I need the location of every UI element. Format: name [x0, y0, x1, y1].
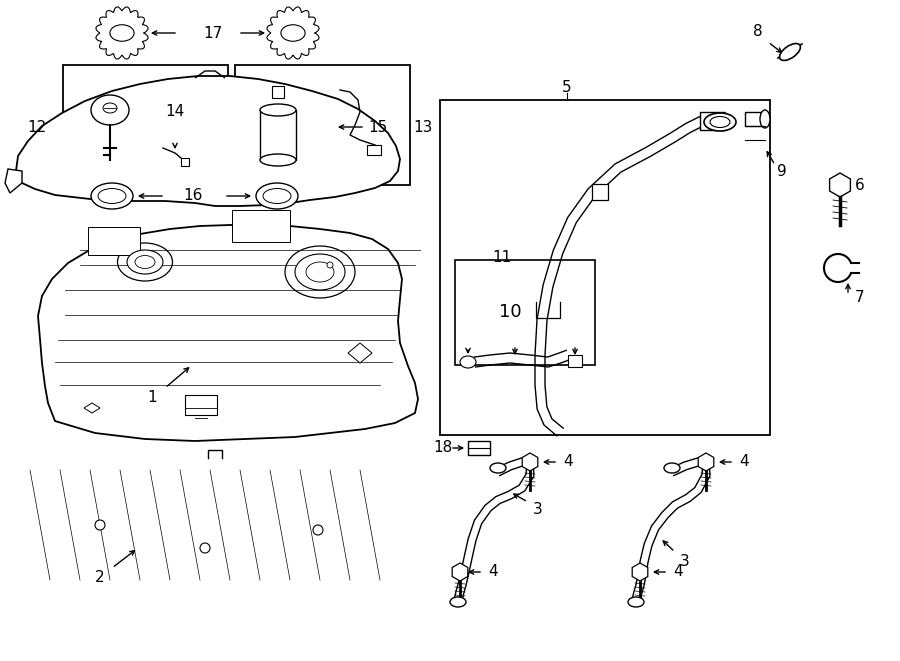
Ellipse shape [628, 597, 644, 607]
Ellipse shape [704, 113, 736, 131]
Bar [260, 110, 296, 160]
Bar [568, 355, 582, 367]
Text: 3: 3 [533, 502, 543, 518]
Bar [367, 145, 381, 155]
Text: 4: 4 [488, 564, 498, 580]
Ellipse shape [450, 597, 466, 607]
Circle shape [313, 525, 323, 535]
Ellipse shape [460, 356, 476, 368]
Ellipse shape [103, 103, 117, 113]
Polygon shape [16, 76, 400, 206]
Bar [440, 100, 770, 435]
Ellipse shape [135, 256, 155, 268]
Text: 10: 10 [499, 303, 521, 321]
Text: 13: 13 [413, 120, 433, 134]
Ellipse shape [127, 250, 163, 274]
Text: 16: 16 [184, 188, 202, 204]
Ellipse shape [260, 154, 296, 166]
Ellipse shape [295, 254, 345, 290]
Bar [232, 210, 290, 242]
Ellipse shape [490, 463, 506, 473]
Text: 8: 8 [753, 24, 763, 40]
Polygon shape [38, 225, 418, 441]
Bar [700, 112, 725, 130]
Bar [63, 65, 228, 185]
Circle shape [95, 520, 105, 530]
Ellipse shape [110, 24, 134, 41]
Bar [272, 86, 284, 98]
Ellipse shape [281, 24, 305, 41]
Ellipse shape [285, 246, 355, 298]
Bar [181, 158, 189, 166]
Polygon shape [96, 7, 148, 59]
Bar [88, 227, 140, 255]
Text: 9: 9 [777, 165, 787, 180]
Text: 17: 17 [203, 26, 222, 40]
Circle shape [327, 262, 333, 268]
Polygon shape [84, 403, 100, 413]
Bar [745, 112, 765, 126]
Text: 14: 14 [166, 104, 184, 120]
Text: 4: 4 [673, 564, 683, 580]
Bar [592, 184, 608, 200]
Text: 4: 4 [563, 455, 572, 469]
Ellipse shape [664, 463, 680, 473]
Ellipse shape [710, 116, 730, 128]
Ellipse shape [260, 104, 296, 116]
Ellipse shape [91, 183, 133, 209]
Polygon shape [348, 343, 372, 363]
Ellipse shape [98, 188, 126, 204]
Text: 15: 15 [368, 120, 388, 134]
Text: 6: 6 [855, 178, 865, 192]
Text: 1: 1 [148, 391, 157, 405]
Ellipse shape [779, 44, 800, 60]
Text: 2: 2 [95, 570, 104, 586]
Circle shape [200, 543, 210, 553]
Text: 12: 12 [27, 120, 47, 134]
Ellipse shape [91, 95, 129, 125]
Polygon shape [5, 169, 22, 193]
Text: 5: 5 [562, 81, 572, 95]
Ellipse shape [263, 188, 291, 204]
Text: 18: 18 [434, 440, 453, 455]
Bar [455, 260, 595, 365]
Text: 3: 3 [680, 555, 690, 570]
Ellipse shape [306, 262, 334, 282]
Text: 7: 7 [855, 290, 865, 305]
Ellipse shape [118, 243, 173, 281]
Polygon shape [267, 7, 319, 59]
Ellipse shape [760, 110, 770, 128]
Bar [185, 395, 217, 415]
Bar [235, 65, 410, 185]
Text: 11: 11 [492, 251, 511, 266]
Text: 4: 4 [739, 455, 749, 469]
Ellipse shape [256, 183, 298, 209]
Bar [468, 441, 490, 455]
